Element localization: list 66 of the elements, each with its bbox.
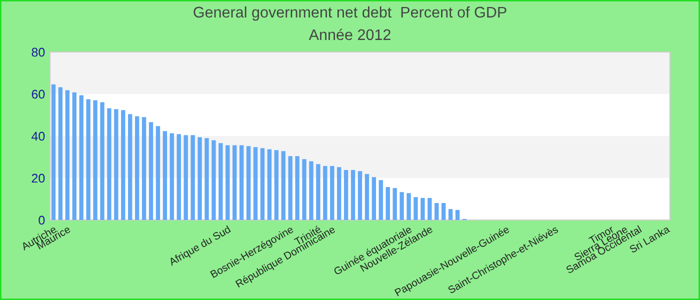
bar [337,167,342,220]
bar [350,170,356,220]
bar [79,95,84,220]
y-tick-label: 60 [32,90,45,99]
bar [51,84,56,220]
bar [316,164,320,220]
bar [148,122,154,220]
bar [392,188,397,220]
y-tick-label: 40 [32,132,45,141]
chart-subtitle: Année 2012 [308,28,390,40]
bar [93,100,98,220]
bar [400,192,404,220]
bar [176,134,181,220]
bar [267,149,272,220]
bar [372,177,376,220]
y-tick-label: 0 [38,216,45,225]
bar [309,161,314,220]
bar [114,109,118,220]
bar [281,151,286,220]
bar [455,210,460,220]
chart-title: General government net debt Percent of GDP [194,6,506,21]
bar [128,114,132,220]
bar [420,198,425,220]
bar [434,202,439,220]
bar [448,209,453,220]
bar [107,108,112,220]
bar [65,90,70,220]
bar [364,174,370,220]
bar [134,116,140,220]
bar [226,145,230,220]
bar [295,156,300,220]
bar [162,131,168,220]
bar [86,99,90,220]
y-tick-label: 80 [32,48,45,57]
bar [386,187,390,220]
bar [170,133,174,220]
bar [121,110,126,220]
bar [414,197,418,220]
bar [442,202,446,220]
bar [274,150,278,220]
bar [190,135,195,220]
bar [406,193,411,220]
bar [156,126,160,220]
bar [330,166,334,220]
bar [232,145,237,220]
bar [246,146,251,220]
bar [72,92,76,220]
bar [239,145,244,220]
bar [58,87,63,220]
bar [100,102,104,220]
bar [218,143,223,220]
bar [428,198,432,220]
bar [212,140,216,220]
bar [344,170,348,220]
bar [142,117,146,220]
bar [302,159,306,220]
bar [204,138,209,220]
bar [198,137,202,220]
bar [358,171,362,220]
y-tick-label: 20 [32,174,45,183]
bar [260,148,265,220]
bar [253,147,258,220]
bar [323,166,328,220]
bar [288,156,292,220]
bar [378,180,383,220]
bar [184,135,188,220]
